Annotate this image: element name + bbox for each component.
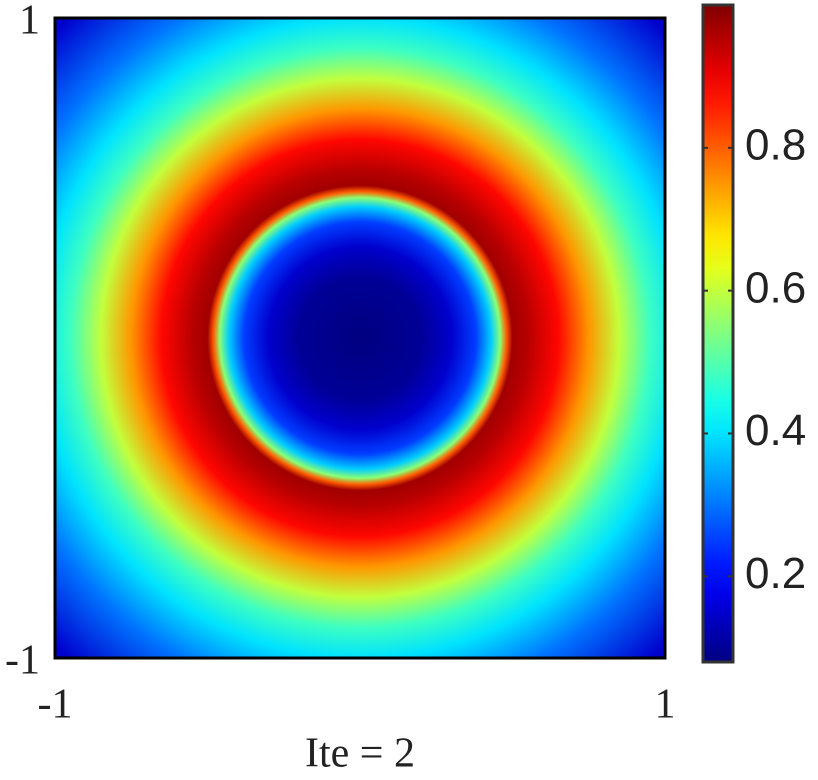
colorbar — [701, 3, 735, 664]
y-tick-label: 1 — [19, 0, 40, 44]
colorbar-tick-label: 0.2 — [745, 549, 806, 598]
heatmap-field — [55, 18, 665, 658]
x-tick-label: -1 — [38, 682, 73, 728]
plot-frame — [53, 16, 667, 660]
colorbar-tick-label: 0.8 — [745, 120, 806, 169]
colorbar-tick-label: 0.4 — [745, 406, 806, 455]
y-tick-label: -1 — [5, 638, 40, 684]
colorbar-tick-label: 0.6 — [745, 263, 806, 312]
x-axis-label: Ite = 2 — [305, 731, 415, 777]
x-tick-label: 1 — [655, 682, 676, 728]
